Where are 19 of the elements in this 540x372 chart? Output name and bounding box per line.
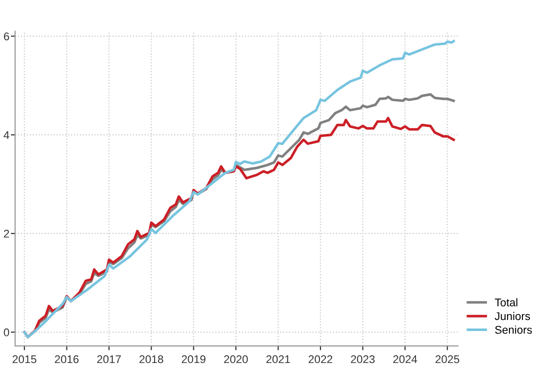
x-tick-label: 2021 (266, 355, 290, 364)
legend-label: Seniors (495, 326, 532, 334)
y-tick-label: 0 (4, 328, 10, 336)
x-tick-label: 2022 (308, 355, 332, 364)
x-tick-label: 2023 (350, 355, 375, 364)
y-tick-label: 6 (4, 32, 10, 40)
line-series (23, 40, 455, 338)
x-tick-label: 2016 (54, 355, 79, 364)
x-tick-label: 2024 (393, 355, 418, 364)
x-tick-label: 2017 (97, 355, 121, 364)
y-tick-label: 2 (4, 230, 10, 238)
y-tick-label: 4 (4, 131, 10, 139)
x-tick-label: 2018 (140, 355, 164, 364)
x-tick-label: 2019 (182, 355, 206, 364)
legend-label: Juniors (494, 312, 530, 320)
legend-label: Total (494, 298, 518, 306)
x-tick-label: 2015 (12, 355, 36, 364)
x-tick-label: 2025 (436, 355, 460, 364)
x-tick-label: 2020 (224, 355, 248, 364)
